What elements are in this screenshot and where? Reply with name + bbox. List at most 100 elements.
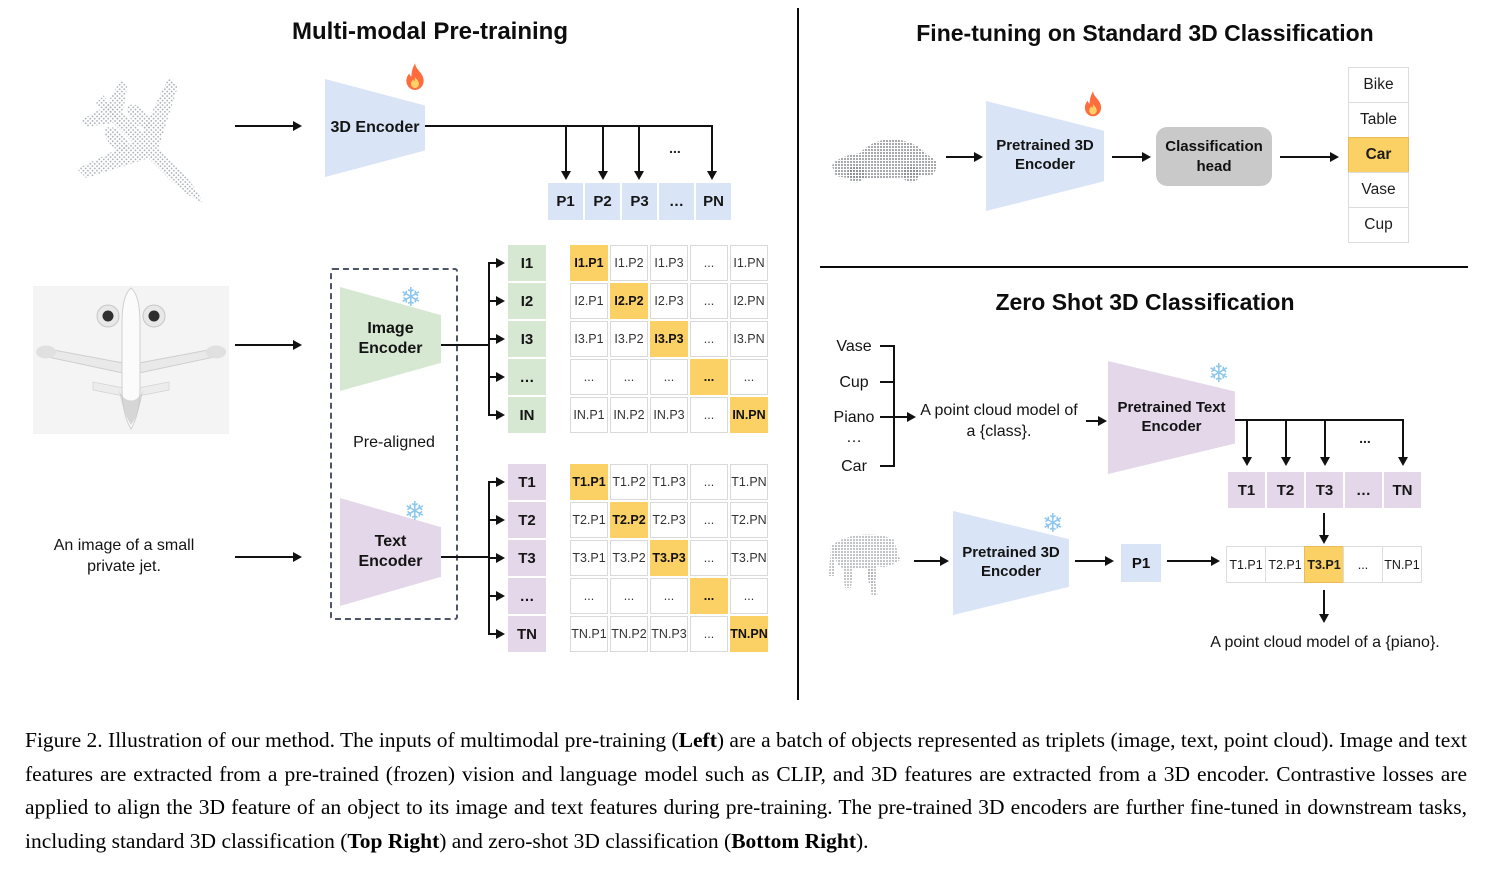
- matrix-cell: ...: [570, 359, 608, 395]
- matrix-cell: T3.PN: [730, 540, 768, 576]
- p-branch-line: [425, 125, 713, 127]
- snowflake-icon: ❄: [1042, 509, 1064, 539]
- zs-t3-drop-arrow: [1320, 419, 1330, 466]
- class-prediction-list-item: Bike: [1348, 67, 1409, 103]
- matrix-cell: ...: [570, 578, 608, 614]
- zs-t2-drop-arrow: [1281, 419, 1291, 466]
- image-feature-column: I1 I2 I3… IN: [508, 245, 546, 433]
- image-feature-column-item: I1: [508, 245, 546, 281]
- classification-head-block: Classification head: [1156, 127, 1272, 186]
- zeroshot-class-word: Vase: [836, 338, 872, 355]
- matrix-cell: T3.P2: [610, 540, 648, 576]
- section-divider-horizontal: [820, 266, 1468, 268]
- matrix-cell: I2.P2: [610, 283, 648, 319]
- arrow-trow-to-results: [1319, 513, 1329, 544]
- arrow-text-to-text-encoder: [235, 552, 302, 562]
- p-feature-row-item: P3: [622, 183, 657, 220]
- matrix-cell: ...: [690, 283, 728, 319]
- t3-arrow: [488, 553, 505, 563]
- matrix-cell: ...: [690, 502, 728, 538]
- figure-caption: Figure 2. Illustration of our method. Th…: [25, 728, 1467, 853]
- matrix-cell: T1.PN: [730, 464, 768, 500]
- similarity-result-row-item: T1.P1: [1226, 546, 1266, 583]
- image-similarity-matrix: I1.P1 I1.P2 I1.P3... I1.PN I2.P1 I2.P2 I2.P3..…: [570, 245, 768, 433]
- p1-feature-cell: P1: [1121, 544, 1161, 582]
- i1-arrow: [488, 258, 505, 268]
- bracket-stub-piano: [880, 416, 894, 418]
- class-prediction-list: Bike Table Car Vase Cup: [1348, 67, 1409, 243]
- matrix-cell: I1.PN: [730, 245, 768, 281]
- pre-aligned-label: Pre-aligned: [353, 434, 435, 451]
- piano-point-cloud-image: [829, 534, 900, 596]
- matrix-cell: IN.P2: [610, 397, 648, 433]
- image-feature-column-item: …: [508, 359, 546, 395]
- i-dots-arrow: [488, 372, 505, 382]
- matrix-cell: I2.PN: [730, 283, 768, 319]
- image-feature-column-item: IN: [508, 397, 546, 433]
- car-point-cloud-image: [832, 139, 937, 183]
- arrow-piano-to-encoder: [914, 556, 949, 566]
- similarity-result-row-item: T2.P1: [1265, 546, 1305, 583]
- matrix-cell: T2.P2: [610, 502, 648, 538]
- bracket-stub-vase: [880, 345, 894, 347]
- matrix-cell: ...: [690, 540, 728, 576]
- in-arrow: [488, 410, 505, 420]
- similarity-result-row-item: TN.P1: [1382, 546, 1422, 583]
- fire-icon: [1084, 91, 1102, 117]
- p3-drop-arrow: [634, 125, 644, 180]
- matrix-cell: T3.P1: [570, 540, 608, 576]
- matrix-cell: I1.P1: [570, 245, 608, 281]
- matrix-cell: T1.P3: [650, 464, 688, 500]
- pn-drop-arrow: [707, 125, 717, 180]
- bracket-stub-cup: [880, 381, 894, 383]
- matrix-cell: TN.P1: [570, 616, 608, 652]
- matrix-cell: T1.P1: [570, 464, 608, 500]
- matrix-cell: ...: [730, 359, 768, 395]
- snowflake-icon: ❄: [404, 497, 426, 527]
- zeroshot-class-word: …: [846, 429, 862, 446]
- p-feature-row: P1 P2 P3… PN: [548, 183, 731, 220]
- pretraining-title: Multi-modal Pre-training: [292, 18, 568, 45]
- matrix-cell: ...: [650, 359, 688, 395]
- matrix-cell: ...: [690, 321, 728, 357]
- zeroshot-text-feature-row-item: TN: [1384, 472, 1421, 508]
- zeroshot-class-word: Piano: [833, 409, 875, 426]
- airplane-photo-image: [33, 286, 229, 434]
- matrix-cell: ...: [690, 616, 728, 652]
- matrix-cell: ...: [690, 359, 728, 395]
- matrix-cell: IN.P1: [570, 397, 608, 433]
- arrow-head-to-classes: [1280, 152, 1339, 162]
- similarity-result-row: T1.P1 T2.P1 T3.P1... TN.P1: [1226, 546, 1422, 583]
- similarity-result-row-item: ...: [1343, 546, 1383, 583]
- matrix-cell: I1.P2: [610, 245, 648, 281]
- class-prediction-list-item: Vase: [1348, 172, 1409, 208]
- matrix-cell: ...: [610, 359, 648, 395]
- matrix-cell: TN.P3: [650, 616, 688, 652]
- zeroshot-output-label: A point cloud model of a {piano}.: [1210, 634, 1440, 651]
- image-feature-column-item: I3: [508, 321, 546, 357]
- similarity-result-row-item: T3.P1: [1304, 546, 1344, 583]
- arrow-encoder-to-head: [1112, 152, 1151, 162]
- text-feature-column: T1 T2 T3… TN: [508, 464, 546, 652]
- matrix-cell: I2.P1: [570, 283, 608, 319]
- t-dots-arrow: [488, 591, 505, 601]
- arrow-car-to-encoder: [946, 152, 983, 162]
- zeroshot-text-feature-row-item: …: [1345, 472, 1382, 508]
- text-feature-column-item: …: [508, 578, 546, 614]
- matrix-cell: I2.P3: [650, 283, 688, 319]
- zeroshot-class-word: Car: [841, 458, 867, 475]
- arrow-classes-to-prompt: [893, 412, 916, 422]
- class-bracket-line: [893, 345, 895, 467]
- matrix-cell: IN.P3: [650, 397, 688, 433]
- p1-drop-arrow: [561, 125, 571, 180]
- zeroshot-text-feature-row-item: T2: [1267, 472, 1304, 508]
- zeroshot-class-word: Cup: [839, 374, 869, 391]
- arrow-prompt-to-text-encoder: [1086, 416, 1107, 426]
- p-branch-ellipsis: ...: [669, 140, 681, 156]
- arrow-pointcloud-to-3d-encoder: [235, 121, 302, 131]
- class-prediction-list-item: Car: [1348, 137, 1409, 173]
- class-prediction-list-item: Table: [1348, 102, 1409, 138]
- bracket-stub-car: [880, 465, 894, 467]
- matrix-cell: I3.P2: [610, 321, 648, 357]
